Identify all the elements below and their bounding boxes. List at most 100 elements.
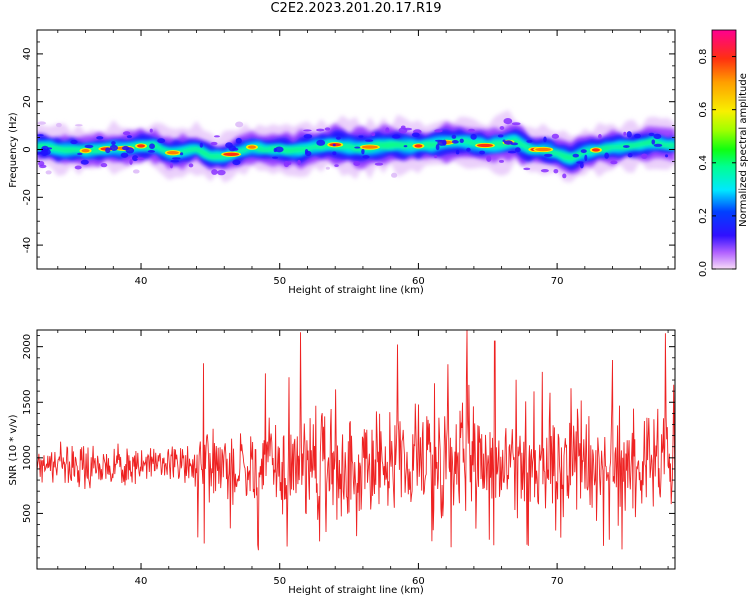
x-tick-label: 40 bbox=[135, 576, 148, 587]
y-tick-label: -20 bbox=[22, 189, 33, 205]
colorbar-tick-label: 0.4 bbox=[698, 155, 709, 171]
heatmap-speckle bbox=[37, 134, 44, 137]
heatmap-speckle bbox=[235, 121, 244, 128]
y-tick-label: 1000 bbox=[22, 445, 33, 470]
heatmap-speckle bbox=[579, 162, 584, 169]
heatmap-speckle bbox=[274, 146, 284, 153]
colorbar-gradient bbox=[712, 30, 736, 269]
heatmap-hotspot-core bbox=[414, 144, 423, 148]
heatmap-speckle bbox=[111, 141, 116, 146]
heatmap-speckle bbox=[572, 153, 579, 158]
heatmap-speckle bbox=[371, 132, 376, 137]
snr-frame bbox=[36, 329, 676, 570]
heatmap-speckle bbox=[451, 140, 459, 144]
heatmap-speckle bbox=[641, 153, 648, 159]
x-tick-label: 60 bbox=[412, 276, 425, 287]
heatmap-speckle bbox=[651, 139, 656, 145]
heatmap-speckle bbox=[149, 143, 155, 149]
heatmap-speckle bbox=[211, 169, 218, 175]
heatmap-speckle bbox=[129, 159, 133, 165]
heatmap-speckle bbox=[149, 128, 153, 133]
heatmap-speckle bbox=[136, 157, 145, 160]
heatmap-speckle bbox=[297, 159, 301, 165]
heatmap-speckle bbox=[324, 127, 331, 131]
heatmap-speckle bbox=[45, 170, 52, 175]
heatmap-speckle bbox=[170, 159, 180, 163]
heatmap-speckle bbox=[511, 122, 521, 126]
heatmap-speckle bbox=[391, 172, 398, 178]
heatmap-speckle bbox=[633, 133, 641, 139]
heatmap-speckle bbox=[303, 129, 312, 132]
heatmap-speckle bbox=[132, 169, 140, 174]
heatmap-hotspot-core bbox=[223, 152, 240, 156]
heatmap-speckle bbox=[653, 143, 663, 147]
heatmap-speckle bbox=[74, 165, 82, 170]
heatmap-speckle bbox=[199, 142, 204, 148]
heatmap-speckle bbox=[37, 121, 46, 125]
snr-panel: 40 50 60 70 500 1000 1500 2000 Height of strai… bbox=[8, 329, 676, 596]
heatmap-speckle bbox=[354, 146, 361, 149]
heatmap-speckle bbox=[499, 126, 505, 131]
heatmap-speckle bbox=[498, 159, 504, 163]
heatmap-speckle bbox=[334, 164, 339, 168]
colorbar-label: Normalized spectral amplitude bbox=[738, 73, 749, 227]
heatmap-speckle bbox=[627, 153, 633, 158]
heatmap-x-ticks: 40 50 60 70 bbox=[57, 30, 669, 287]
heatmap-speckle bbox=[55, 122, 62, 128]
figure-title: C2E2.2023.201.20.17.R19 bbox=[270, 1, 442, 16]
heatmap-speckle bbox=[497, 134, 504, 138]
y-tick-label: 0 bbox=[22, 146, 33, 152]
heatmap-speckle bbox=[551, 133, 560, 139]
heatmap-speckle bbox=[400, 125, 406, 130]
snr-background bbox=[37, 330, 675, 569]
heatmap-speckle bbox=[623, 131, 627, 136]
heatmap-speckle bbox=[316, 139, 326, 146]
heatmap-x-axis-label: Height of straight line (km) bbox=[288, 285, 424, 296]
heatmap-speckle bbox=[411, 132, 420, 138]
heatmap-speckle bbox=[100, 162, 108, 168]
heatmap-speckle bbox=[147, 150, 156, 153]
heatmap-speckle bbox=[503, 140, 513, 145]
heatmap-speckle bbox=[434, 155, 438, 159]
heatmap-speckle bbox=[562, 173, 567, 179]
heatmap-speckle bbox=[459, 138, 464, 144]
heatmap-speckle bbox=[132, 155, 139, 162]
heatmap-hotspot-core bbox=[535, 147, 552, 152]
heatmap-speckle bbox=[232, 159, 241, 166]
heatmap-speckle bbox=[39, 151, 44, 154]
heatmap-speckle bbox=[38, 161, 45, 167]
colorbar-tick-label: 0.8 bbox=[698, 49, 709, 65]
x-tick-label: 60 bbox=[412, 576, 425, 587]
heatmap-speckle bbox=[96, 136, 104, 140]
colorbar-tick-label: 0.6 bbox=[698, 102, 709, 118]
y-tick-label: 1500 bbox=[22, 390, 33, 415]
heatmap-speckle bbox=[598, 134, 602, 139]
heatmap-hotspot-core bbox=[137, 144, 146, 148]
x-tick-label: 40 bbox=[135, 276, 148, 287]
colorbar-tick-label: 0.0 bbox=[698, 261, 709, 277]
y-tick-label: 2000 bbox=[22, 334, 33, 359]
y-tick-label: 500 bbox=[22, 504, 33, 523]
heatmap-speckle bbox=[305, 150, 312, 157]
heatmap-speckle bbox=[398, 127, 408, 134]
x-tick-label: 50 bbox=[273, 576, 286, 587]
heatmap-speckle bbox=[665, 154, 669, 158]
heatmap-speckle bbox=[303, 134, 313, 139]
heatmap-speckle bbox=[466, 147, 471, 152]
snr-y-axis-label: SNR (10 * v/v) bbox=[8, 414, 19, 485]
heatmap-speckle bbox=[77, 152, 83, 156]
heatmap-hotspot-core bbox=[476, 143, 493, 148]
heatmap-speckle bbox=[213, 135, 220, 138]
heatmap-speckle bbox=[540, 169, 549, 173]
heatmap-speckle bbox=[217, 169, 226, 176]
heatmap-speckle bbox=[80, 159, 89, 165]
heatmap-speckle bbox=[210, 141, 218, 146]
heatmap-speckle bbox=[283, 160, 290, 168]
heatmap-speckle bbox=[232, 147, 239, 151]
heatmap-hotspot-core bbox=[591, 148, 600, 152]
heatmap-speckle bbox=[41, 147, 46, 153]
heatmap-speckle bbox=[451, 134, 457, 139]
heatmap-speckle bbox=[358, 135, 364, 138]
heatmap-speckle bbox=[74, 124, 83, 127]
